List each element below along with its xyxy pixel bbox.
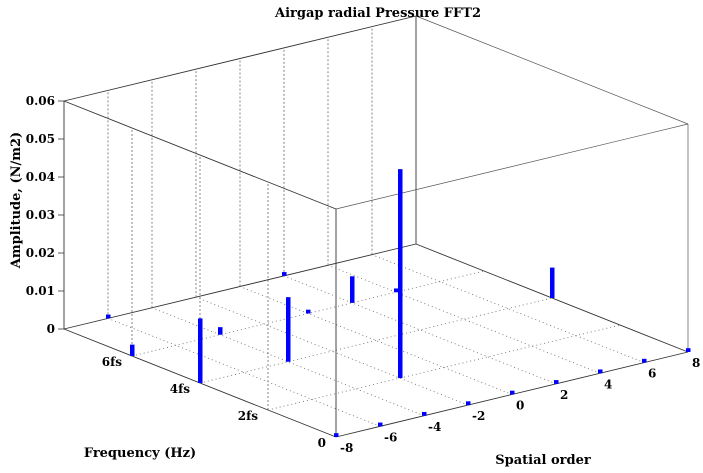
bar (554, 380, 559, 384)
y-tick-label: 6fs (102, 355, 123, 369)
bar (378, 422, 383, 427)
x-tick-label: 0 (516, 399, 524, 413)
x-tick-label: -8 (340, 441, 353, 455)
bar (282, 272, 287, 276)
bar (198, 318, 203, 383)
floor-grid-y (131, 270, 485, 357)
x-tick-label: 4 (604, 377, 612, 391)
x-tick-label: -2 (472, 409, 485, 423)
floor-grid-y (199, 297, 553, 384)
floor-grid-x (283, 275, 557, 385)
x-tick-label: 2 (560, 388, 568, 402)
y-tick-label: 0 (318, 436, 326, 450)
bar (306, 309, 311, 314)
floor-grid-x (239, 286, 513, 395)
z-tick-label: 0.02 (26, 246, 55, 260)
bar (106, 314, 111, 319)
floor-grid-x (327, 264, 601, 374)
grid-lines (107, 26, 645, 427)
z-tick-label: 0 (47, 322, 55, 336)
bar (598, 369, 603, 374)
x-axis-label: Spatial order (495, 453, 591, 468)
x-tick-label: 8 (692, 356, 700, 370)
tick-labels: 0 0.01 0.02 0.03 0.04 0.05 0.06 -8 -6 -4 -2 0 2 4 6 8 0 2… (26, 94, 701, 455)
bar (218, 327, 223, 335)
bar (510, 390, 515, 395)
box-edge (415, 15, 689, 125)
bar (286, 297, 291, 362)
floor-grid-y (267, 324, 621, 411)
floor-grid-x (371, 254, 645, 363)
bar (466, 401, 471, 406)
bar (130, 344, 135, 356)
z-axis-label: Amplitude, (N/m2) (9, 132, 24, 269)
x-tick-label: -4 (428, 420, 441, 434)
bar (422, 411, 427, 416)
z-tick-label: 0.06 (26, 94, 55, 108)
bar (550, 267, 555, 298)
z-tick-label: 0.01 (26, 284, 55, 298)
bar (394, 288, 399, 293)
bar (642, 358, 647, 363)
x-tick-label: -6 (384, 430, 397, 444)
wall-edge (63, 100, 337, 210)
y-tick-label: 2fs (238, 409, 259, 423)
x-tick-label: 6 (648, 367, 656, 381)
axes-panes (63, 15, 689, 438)
y-tick-label: 4fs (170, 382, 191, 396)
wall-edge (63, 15, 417, 102)
box-edge (335, 123, 689, 210)
floor-grid-x (195, 296, 469, 406)
y-axis-label: Frequency (Hz) (84, 446, 196, 461)
data-bars (106, 169, 691, 437)
z-tick-label: 0.03 (26, 208, 55, 222)
bar (398, 169, 403, 379)
floor-grid-x (107, 318, 381, 427)
z-tick-label: 0.05 (26, 132, 55, 146)
z-tick-label: 0.04 (26, 170, 55, 184)
bar (334, 433, 339, 437)
chart-title: Airgap radial Pressure FFT2 (274, 6, 481, 21)
bar (350, 276, 355, 303)
bar (686, 348, 691, 352)
floor-grid-x (151, 307, 425, 417)
